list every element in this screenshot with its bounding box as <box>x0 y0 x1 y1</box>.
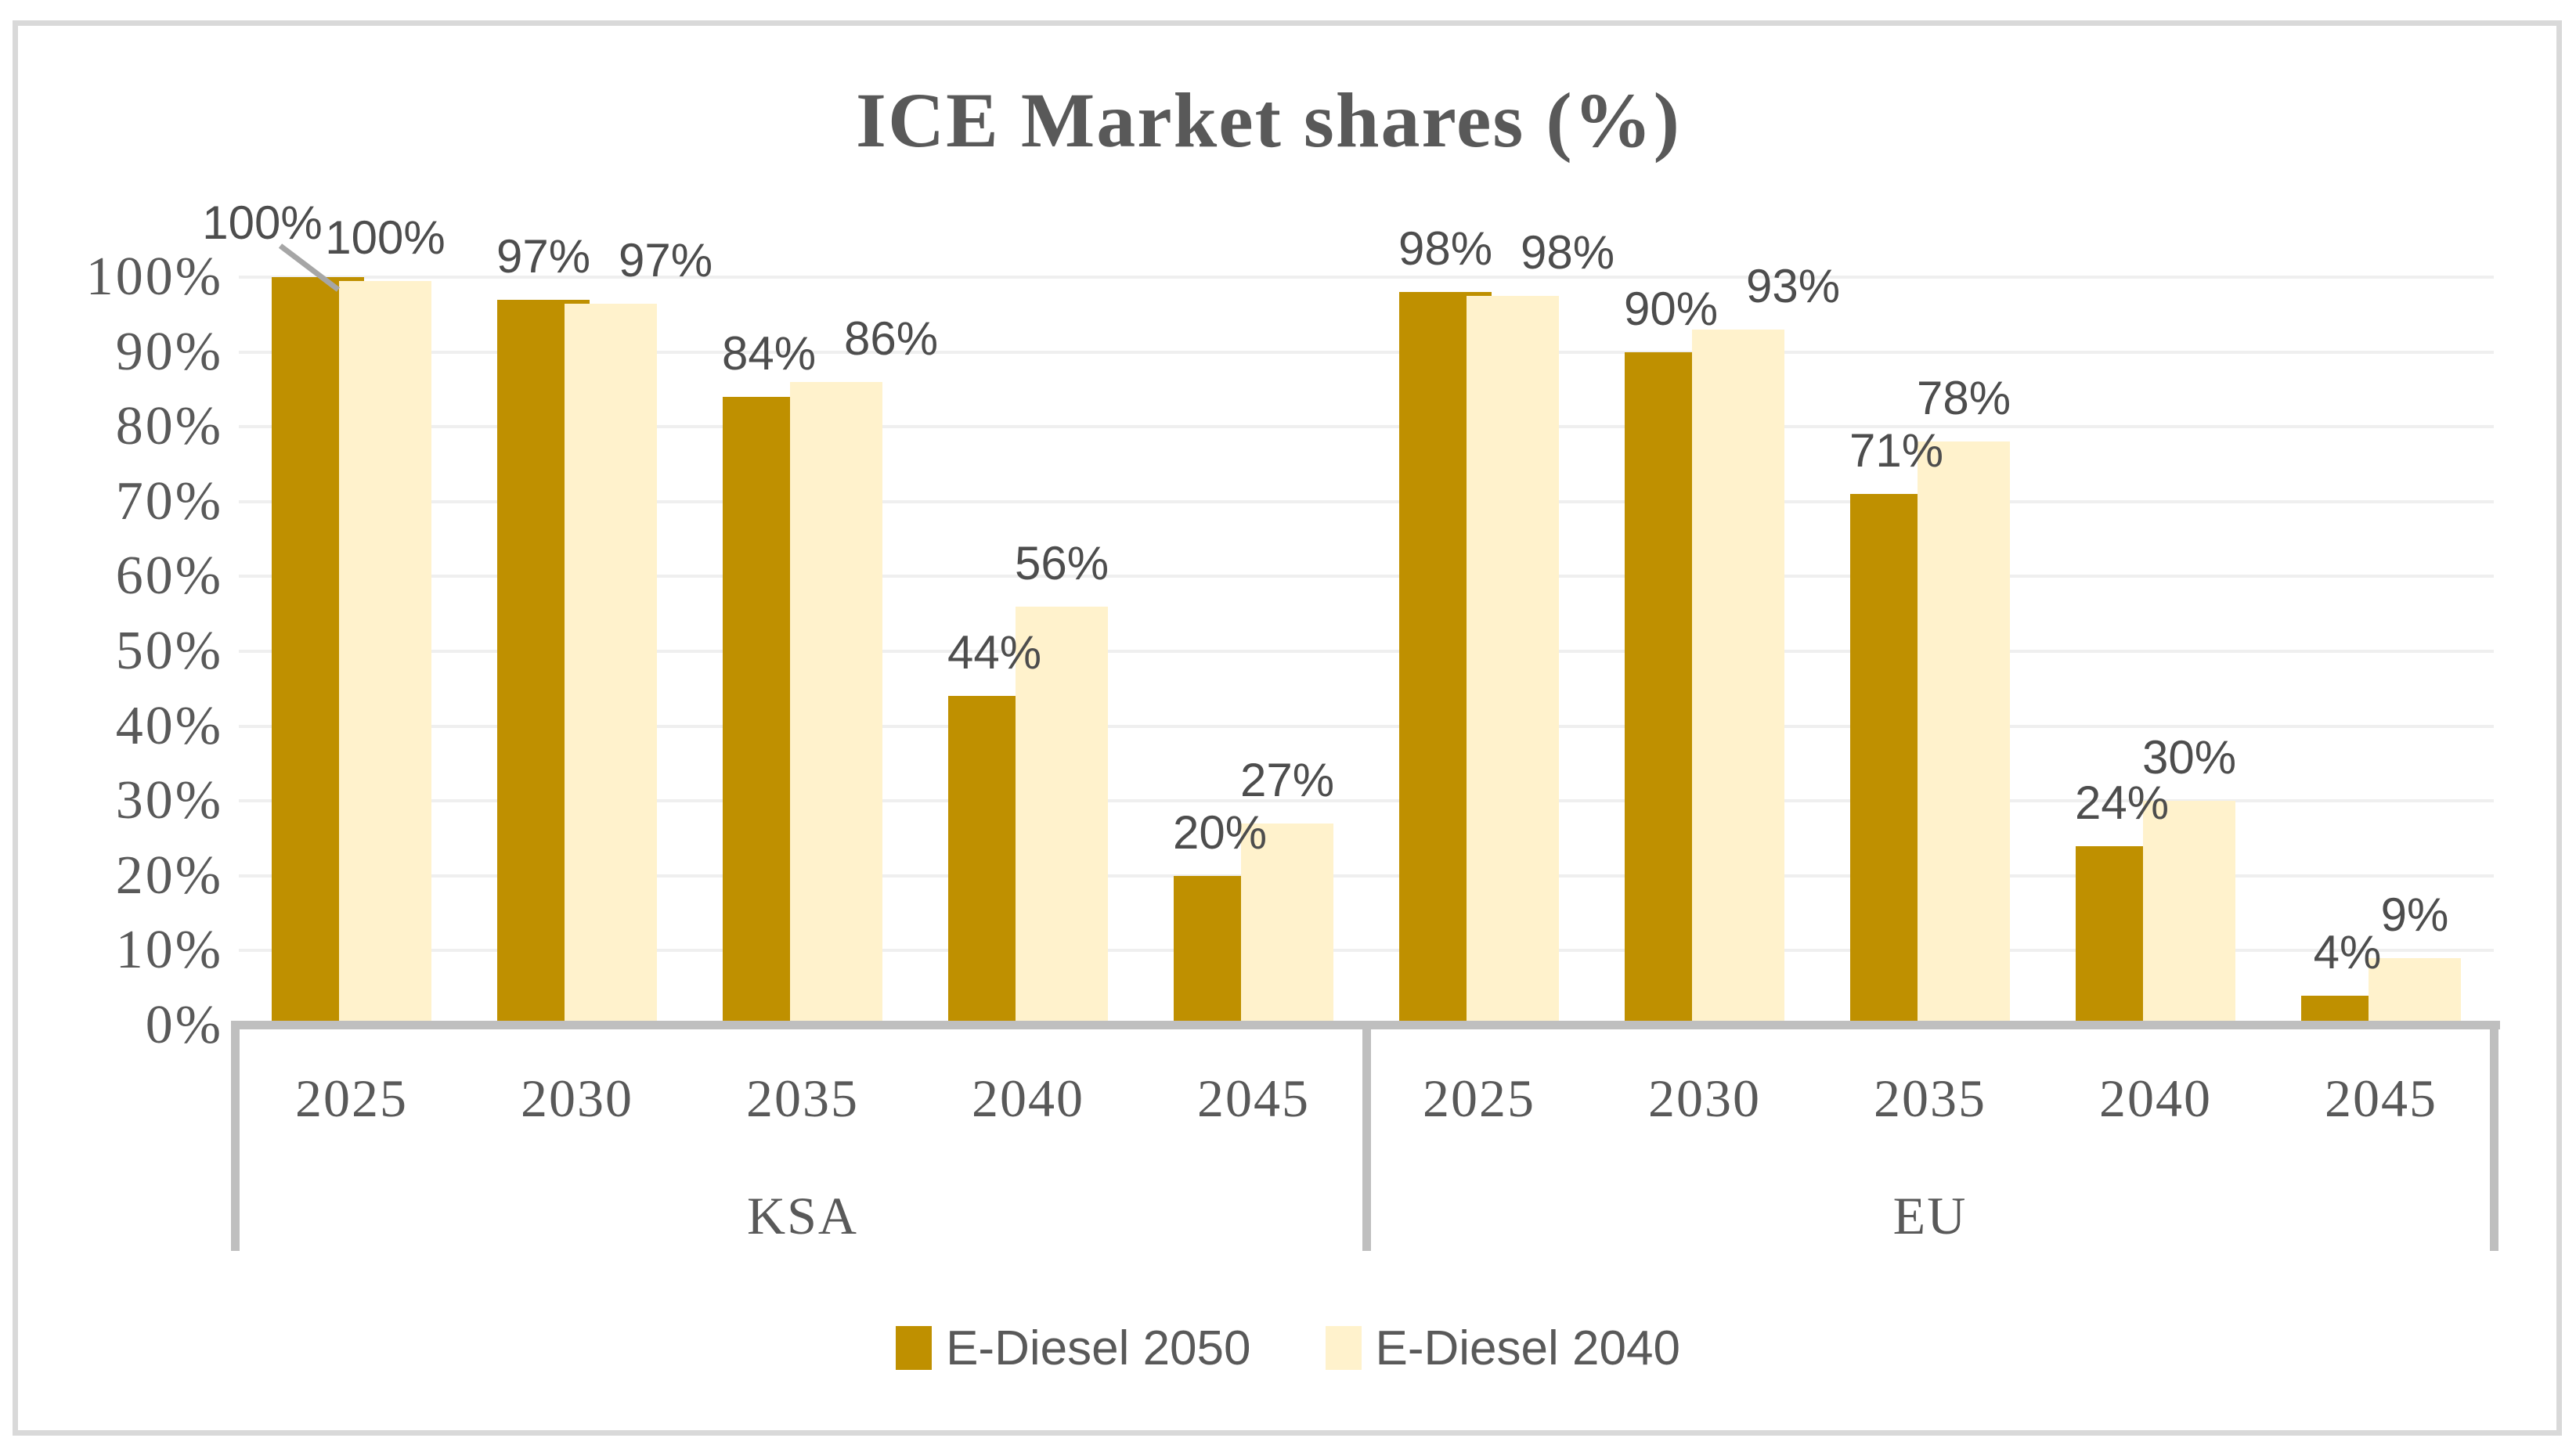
bar-e-diesel-2040-ksa-2045 <box>1241 823 1333 1025</box>
legend-marker-icon <box>1325 1326 1362 1370</box>
y-axis-tick-label: 30% <box>115 770 223 831</box>
data-label-e-diesel-2050-eu-2030: 90% <box>1623 282 1719 335</box>
gridline <box>239 276 2494 279</box>
y-axis-tick-label: 80% <box>115 396 223 457</box>
data-label-e-diesel-2040-eu-2045: 9% <box>2380 888 2449 941</box>
gridline <box>239 724 2494 728</box>
y-axis-tick-label: 20% <box>115 845 223 906</box>
category-bracket-line-0 <box>231 1021 240 1251</box>
legend-label: E-Diesel 2040 <box>1375 1321 1680 1375</box>
x-axis-year-label-eu-2040: 2040 <box>2099 1069 2212 1128</box>
x-axis-year-label-ksa-2025: 2025 <box>295 1069 408 1128</box>
data-label-e-diesel-2040-eu-2040: 30% <box>2141 731 2237 784</box>
y-axis-tick-label: 0% <box>145 995 223 1055</box>
gridline <box>239 799 2494 803</box>
legend-marker-icon <box>896 1326 933 1370</box>
x-axis-year-label-eu-2025: 2025 <box>1423 1069 1535 1128</box>
data-label-e-diesel-2050-eu-2040: 24% <box>2074 776 2170 829</box>
gridline <box>239 575 2494 578</box>
data-label-e-diesel-2040-eu-2025: 98% <box>1520 226 1615 279</box>
gridline <box>239 874 2494 878</box>
y-axis-tick-label: 10% <box>115 920 223 981</box>
bar-e-diesel-2040-eu-2030 <box>1692 329 1784 1025</box>
data-label-e-diesel-2040-ksa-2040: 56% <box>1014 536 1109 589</box>
bar-e-diesel-2040-ksa-2035 <box>790 381 882 1025</box>
x-axis-year-label-ksa-2035: 2035 <box>746 1069 859 1128</box>
chart-border <box>13 20 2562 1436</box>
data-label-e-diesel-2040-eu-2030: 93% <box>1745 259 1841 312</box>
bar-e-diesel-2040-eu-2035 <box>1918 441 2010 1025</box>
x-axis-year-label-eu-2035: 2035 <box>1874 1069 1986 1128</box>
legend-label: E-Diesel 2050 <box>946 1321 1251 1375</box>
category-bracket-line-2 <box>2490 1021 2498 1251</box>
data-label-e-diesel-2050-ksa-2040: 44% <box>947 626 1042 679</box>
category-bracket-line-1 <box>1362 1021 1371 1251</box>
gridline <box>239 425 2494 429</box>
x-axis-year-label-ksa-2045: 2045 <box>1197 1069 1310 1128</box>
x-axis-year-label-eu-2045: 2045 <box>2325 1069 2437 1128</box>
bar-e-diesel-2040-ksa-2030 <box>565 303 657 1025</box>
data-label-e-diesel-2050-ksa-2045: 20% <box>1172 805 1268 859</box>
y-axis-tick-label: 60% <box>115 546 223 607</box>
legend-item-e-diesel-2040: E-Diesel 2040 <box>1325 1321 1680 1376</box>
bar-e-diesel-2040-ksa-2025 <box>339 281 431 1025</box>
data-label-e-diesel-2050-ksa-2035: 84% <box>721 326 817 380</box>
y-axis-tick-label: 50% <box>115 621 223 681</box>
data-label-e-diesel-2040-ksa-2025: 100% <box>325 211 446 264</box>
bar-e-diesel-2040-ksa-2040 <box>1016 606 1108 1025</box>
data-label-e-diesel-2050-eu-2035: 71% <box>1849 424 1944 478</box>
y-axis-tick-label: 40% <box>115 695 223 756</box>
data-label-e-diesel-2050-ksa-2025: 100% <box>202 196 323 249</box>
x-axis-year-label-ksa-2030: 2030 <box>521 1069 633 1128</box>
data-label-e-diesel-2040-ksa-2045: 27% <box>1239 753 1335 806</box>
chart-legend: E-Diesel 2050 E-Diesel 2040 <box>0 1317 2576 1379</box>
bar-e-diesel-2040-eu-2045 <box>2369 957 2461 1025</box>
chart-title: ICE Market shares (%) <box>856 77 1681 164</box>
x-axis-group-label-ksa: KSA <box>746 1186 859 1245</box>
y-axis-tick-label: 70% <box>115 470 223 532</box>
gridline <box>239 949 2494 953</box>
x-axis-year-label-eu-2030: 2030 <box>1648 1069 1761 1128</box>
data-label-e-diesel-2050-eu-2025: 98% <box>1398 222 1493 276</box>
data-label-e-diesel-2040-eu-2035: 78% <box>1916 372 2011 425</box>
gridline <box>239 499 2494 503</box>
gridline <box>239 350 2494 354</box>
x-axis-group-label-eu: EU <box>1892 1186 1968 1245</box>
gridline <box>239 650 2494 653</box>
data-label-e-diesel-2050-ksa-2030: 97% <box>496 229 591 283</box>
y-axis-tick-label: 100% <box>85 247 223 307</box>
y-axis-tick-label: 90% <box>115 321 223 382</box>
bar-e-diesel-2040-eu-2040 <box>2143 801 2235 1025</box>
bar-e-diesel-2040-eu-2025 <box>1467 296 1559 1025</box>
data-label-e-diesel-2040-ksa-2035: 86% <box>843 312 939 365</box>
data-label-e-diesel-2050-eu-2045: 4% <box>2313 925 2382 978</box>
data-label-e-diesel-2040-ksa-2030: 97% <box>618 233 713 287</box>
x-axis-year-label-ksa-2040: 2040 <box>972 1069 1084 1128</box>
legend-item-e-diesel-2050: E-Diesel 2050 <box>896 1321 1251 1376</box>
